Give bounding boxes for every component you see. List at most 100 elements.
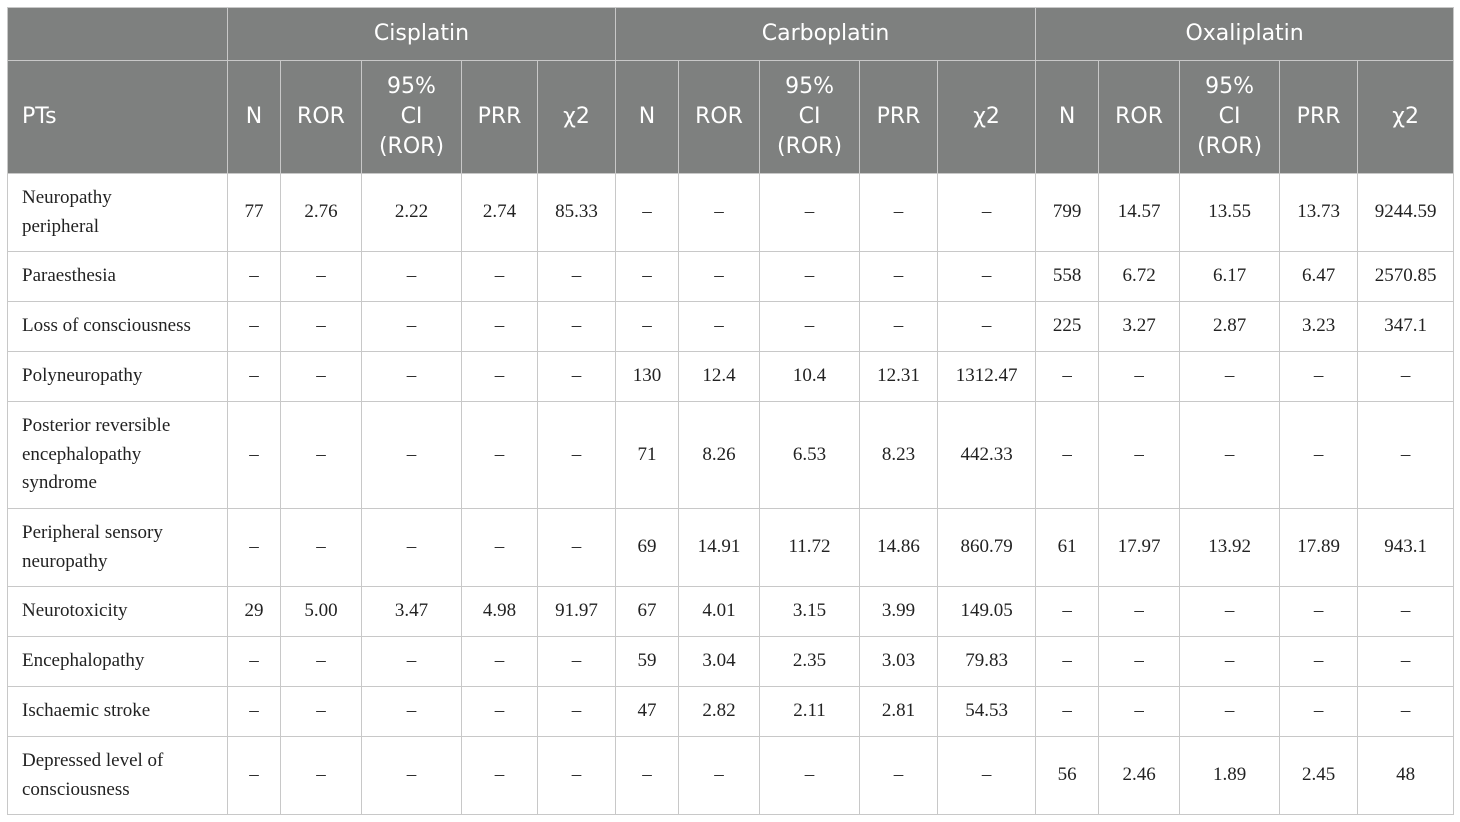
value-cell-n-cisplatin: 77: [227, 173, 281, 252]
value-cell-prr-carboplatin: 2.81: [859, 686, 939, 737]
value-cell-ci-cisplatin: –: [361, 508, 462, 587]
pt-cell: Polyneuropathy: [7, 351, 228, 402]
value-cell-ror-carboplatin: –: [678, 736, 761, 815]
pt-line: syndrome: [22, 472, 97, 494]
pt-line: peripheral: [22, 215, 100, 237]
value-cell-ror-cisplatin: –: [280, 736, 362, 815]
value-cell-ci-oxaliplatin: 13.92: [1179, 508, 1281, 587]
value-cell-ci-carboplatin: 2.11: [759, 686, 861, 737]
value-cell-prr-cisplatin: –: [461, 351, 538, 402]
col-header-n-carboplatin: N: [615, 60, 680, 174]
value-cell-chi2-carboplatin: 860.79: [937, 508, 1037, 587]
table-row: Peripheral sensory neuropathy – – – – –69 14.91…: [7, 508, 1455, 587]
table-row: Neurotoxicity 29 5.00 3.47 4.98 91.97 67 4.01 3.…: [7, 586, 1455, 637]
pt-line: Ischaemic stroke: [22, 700, 151, 722]
col-header-chi2-carboplatin: χ2: [937, 60, 1037, 174]
value-cell-prr-oxaliplatin: 6.47: [1279, 251, 1359, 302]
value-cell-prr-carboplatin: 12.31: [859, 351, 939, 402]
value-cell-n-cisplatin: –: [227, 736, 281, 815]
value-cell-n-carboplatin: 47: [615, 686, 680, 737]
col-header-ror-cisplatin: ROR: [280, 60, 362, 174]
value-cell-chi2-carboplatin: 149.05: [937, 586, 1037, 637]
value-cell-n-carboplatin: –: [615, 251, 680, 302]
value-cell-prr-carboplatin: –: [859, 301, 939, 352]
ci-header-line: CI: [400, 104, 423, 129]
value-cell-chi2-cisplatin: –: [536, 351, 617, 402]
group-header-carboplatin: Carboplatin: [615, 7, 1037, 61]
value-cell-ci-carboplatin: 11.72: [759, 508, 861, 587]
value-cell-n-oxaliplatin: –: [1035, 351, 1100, 402]
value-cell-ci-carboplatin: 6.53: [759, 401, 861, 509]
value-cell-ror-cisplatin: –: [280, 508, 362, 587]
value-cell-ci-cisplatin: 3.47: [361, 586, 462, 637]
value-cell-prr-carboplatin: –: [859, 173, 939, 252]
ci-header-line: 95%: [785, 74, 834, 99]
value-cell-chi2-carboplatin: –: [937, 736, 1037, 815]
value-cell-chi2-cisplatin: –: [536, 636, 617, 687]
value-cell-prr-oxaliplatin: –: [1279, 401, 1359, 509]
value-cell-ror-carboplatin: 3.04: [678, 636, 761, 687]
pt-cell: Neuropathy peripheral: [7, 173, 228, 252]
table-row: Polyneuropathy – – – – –130 12.4 10.4 12.31 1312.…: [7, 351, 1455, 402]
value-cell-prr-carboplatin: –: [859, 251, 939, 302]
pt-line: Posterior reversible: [22, 415, 171, 437]
value-cell-chi2-carboplatin: 54.53: [937, 686, 1037, 737]
value-cell-chi2-cisplatin: –: [536, 736, 617, 815]
value-cell-prr-cisplatin: 2.74: [461, 173, 538, 252]
value-cell-n-carboplatin: –: [615, 301, 680, 352]
value-cell-chi2-cisplatin: –: [536, 251, 617, 302]
value-cell-ci-cisplatin: –: [361, 686, 462, 737]
value-cell-ci-carboplatin: 3.15: [759, 586, 861, 637]
value-cell-n-oxaliplatin: 799: [1035, 173, 1100, 252]
value-cell-ror-carboplatin: 14.91: [678, 508, 761, 587]
value-cell-prr-cisplatin: –: [461, 736, 538, 815]
value-cell-prr-cisplatin: –: [461, 686, 538, 737]
value-cell-n-carboplatin: 71: [615, 401, 680, 509]
pt-line: Peripheral sensory: [22, 522, 163, 543]
value-cell-prr-oxaliplatin: –: [1279, 351, 1359, 402]
value-cell-prr-oxaliplatin: –: [1279, 586, 1359, 637]
value-cell-n-cisplatin: –: [227, 686, 281, 737]
pt-line: Neuropathy: [22, 187, 112, 208]
value-cell-ror-carboplatin: 4.01: [678, 586, 761, 637]
value-cell-prr-cisplatin: –: [461, 508, 538, 587]
value-cell-ror-carboplatin: –: [678, 251, 761, 302]
value-cell-n-oxaliplatin: 225: [1035, 301, 1100, 352]
value-cell-chi2-oxaliplatin: –: [1357, 351, 1455, 402]
col-header-n-oxaliplatin: N: [1035, 60, 1100, 174]
value-cell-chi2-oxaliplatin: –: [1357, 636, 1455, 687]
ci-header-line: 95%: [1205, 74, 1255, 99]
ci-header-line: 95%: [387, 74, 436, 99]
value-cell-ror-oxaliplatin: –: [1098, 636, 1181, 687]
pts-header: PTs: [7, 60, 228, 174]
value-cell-chi2-carboplatin: 442.33: [937, 401, 1037, 509]
value-cell-prr-carboplatin: –: [859, 736, 939, 815]
value-cell-chi2-oxaliplatin: –: [1357, 586, 1455, 637]
table-row: Paraesthesia – – – – – – – – – –558 6.72 6.17 6.47 257…: [7, 251, 1455, 302]
table-body: Neuropathy peripheral 77 2.76 2.22 2.74 85.33–…: [7, 173, 1455, 815]
value-cell-n-cisplatin: –: [227, 636, 281, 687]
value-cell-n-oxaliplatin: –: [1035, 686, 1100, 737]
value-cell-ci-carboplatin: –: [759, 251, 861, 302]
value-cell-ci-cisplatin: –: [361, 736, 462, 815]
value-cell-prr-carboplatin: 8.23: [859, 401, 939, 509]
value-cell-ror-cisplatin: –: [280, 401, 362, 509]
value-cell-chi2-carboplatin: 1312.47: [937, 351, 1037, 402]
pt-line: consciousness: [22, 778, 130, 800]
col-header-ci-carboplatin: 95% CI (ROR): [759, 60, 861, 174]
table-row: Loss of consciousness – – – – – – – – – –225 3.27 2.…: [7, 301, 1455, 352]
value-cell-ror-cisplatin: 5.00: [280, 586, 362, 637]
value-cell-ci-cisplatin: –: [361, 351, 462, 402]
value-cell-ci-oxaliplatin: 2.87: [1179, 301, 1281, 352]
value-cell-prr-oxaliplatin: 2.45: [1279, 736, 1359, 815]
value-cell-chi2-carboplatin: –: [937, 301, 1037, 352]
ci-header-line: (ROR): [378, 134, 445, 159]
table-row: Encephalopathy – – – – –59 3.04 2.35 3.03 79.83– –…: [7, 636, 1455, 687]
pt-line: Neurotoxicity: [22, 600, 128, 622]
value-cell-prr-oxaliplatin: 17.89: [1279, 508, 1359, 587]
value-cell-ror-cisplatin: –: [280, 301, 362, 352]
value-cell-ror-oxaliplatin: 3.27: [1098, 301, 1181, 352]
pt-cell: Posterior reversible encephalopathy syndro…: [7, 401, 228, 509]
value-cell-ci-cisplatin: –: [361, 636, 462, 687]
